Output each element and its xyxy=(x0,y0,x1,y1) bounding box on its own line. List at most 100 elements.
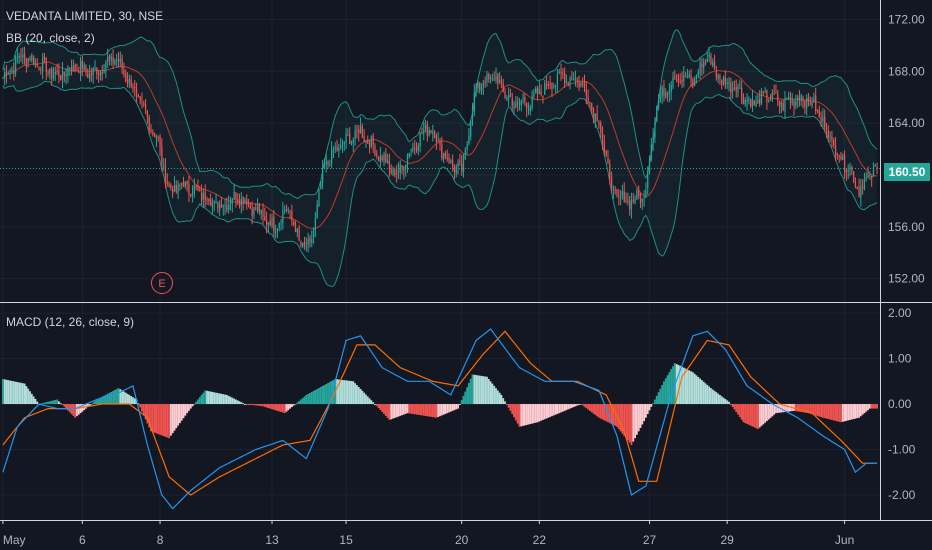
macd-histogram-bar xyxy=(285,404,288,412)
macd-histogram-bar xyxy=(451,404,454,411)
candle-body xyxy=(287,209,289,211)
candle-body xyxy=(173,184,176,192)
candle-body xyxy=(406,154,409,166)
candle-body xyxy=(137,94,139,98)
macd-histogram-bar xyxy=(529,404,532,425)
candle-body xyxy=(506,98,508,100)
time-axis-label: Jun xyxy=(835,533,854,547)
macd-histogram-bar xyxy=(426,404,429,417)
macd-histogram-bar xyxy=(505,404,508,406)
candle-body xyxy=(412,147,414,151)
macd-histogram-bar xyxy=(130,396,133,405)
candle-body xyxy=(22,54,24,58)
macd-histogram-bar xyxy=(489,381,492,405)
macd-histogram-bar xyxy=(861,404,864,415)
macd-histogram-bar xyxy=(740,404,743,420)
macd-histogram-bar xyxy=(410,404,413,414)
macd-histogram-bar xyxy=(12,381,15,405)
candle-body xyxy=(130,79,132,87)
candle-body xyxy=(426,124,428,136)
candle-body xyxy=(601,133,604,143)
macd-histogram-bar xyxy=(256,404,259,406)
candle-body xyxy=(74,64,76,72)
candle-body xyxy=(641,198,643,202)
candle-body xyxy=(150,129,152,132)
macd-histogram-bar xyxy=(449,404,452,412)
candle-body xyxy=(708,54,710,57)
macd-histogram-bar xyxy=(542,404,544,420)
macd-histogram-bar xyxy=(444,404,447,414)
macd-histogram-bar xyxy=(36,401,39,405)
macd-histogram-bar xyxy=(766,404,768,422)
macd-histogram-bar xyxy=(811,404,813,415)
macd-histogram-bar xyxy=(128,394,131,405)
candle-body xyxy=(661,86,663,97)
candle-body xyxy=(645,189,647,198)
candle-body xyxy=(618,195,620,197)
candle-body xyxy=(675,75,678,77)
candle-body xyxy=(452,160,454,168)
candle-body xyxy=(798,96,801,100)
candle-body xyxy=(759,99,761,105)
macd-histogram-bar xyxy=(742,404,745,423)
candle-body xyxy=(540,91,542,95)
macd-histogram-bar xyxy=(18,382,21,405)
candle-body xyxy=(554,85,557,87)
candle-body xyxy=(38,67,40,70)
macd-histogram-bar xyxy=(332,380,335,405)
macd-histogram-bar xyxy=(747,404,750,425)
macd-histogram-bar xyxy=(341,379,344,405)
candle-body xyxy=(576,79,578,81)
symbol-title[interactable]: VEDANTA LIMITED, 30, NSE xyxy=(6,9,164,23)
candle-body xyxy=(13,70,15,72)
macd-histogram-bar xyxy=(108,392,111,405)
macd-histogram-bar xyxy=(850,404,853,420)
candle-body xyxy=(589,101,591,104)
macd-histogram-bar xyxy=(121,390,124,405)
candle-body xyxy=(816,109,819,112)
macd-histogram-bar xyxy=(92,402,95,405)
macd-histogram-bar xyxy=(54,399,57,405)
macd-histogram-bar xyxy=(365,394,367,405)
macd-histogram-bar xyxy=(641,404,644,425)
bb-indicator-label[interactable]: BB (20, close, 2) xyxy=(6,31,95,45)
candle-body xyxy=(343,141,345,144)
macd-histogram-bar xyxy=(7,380,10,405)
macd-histogram-bar xyxy=(625,404,627,439)
macd-histogram-bar xyxy=(318,387,320,405)
candle-body xyxy=(273,216,275,232)
macd-histogram-bar xyxy=(171,404,174,434)
candle-body xyxy=(619,197,622,199)
candle-body xyxy=(394,169,396,176)
candle-body xyxy=(760,90,763,103)
macd-histogram-bar xyxy=(661,384,664,405)
macd-histogram-bar xyxy=(193,404,196,406)
candle-body xyxy=(220,205,223,208)
macd-histogram-bar xyxy=(697,376,700,405)
macd-histogram-bar xyxy=(719,394,721,405)
macd-histogram-bar xyxy=(254,404,257,406)
macd-histogram-bar xyxy=(323,385,326,405)
earnings-event-marker[interactable]: E xyxy=(151,272,173,294)
candle-body xyxy=(49,69,51,74)
candle-body xyxy=(780,102,783,107)
candle-body xyxy=(123,70,125,75)
candle-body xyxy=(672,77,674,87)
candle-body xyxy=(471,109,474,119)
candle-body xyxy=(188,184,190,195)
candle-body xyxy=(677,77,680,83)
macd-histogram-bar xyxy=(637,404,640,432)
candle-body xyxy=(159,136,161,148)
candle-body xyxy=(204,192,206,200)
candle-body xyxy=(656,106,658,122)
macd-axis-label: 1.00 xyxy=(888,352,912,366)
macd-indicator-label[interactable]: MACD (12, 26, close, 9) xyxy=(6,315,135,329)
candle-body xyxy=(191,193,194,195)
candle-body xyxy=(40,69,42,71)
macd-histogram-bar xyxy=(32,396,35,405)
candle-body xyxy=(213,201,215,203)
candle-body xyxy=(134,86,136,89)
macd-histogram-bar xyxy=(849,404,851,420)
macd-histogram-bar xyxy=(388,404,391,420)
